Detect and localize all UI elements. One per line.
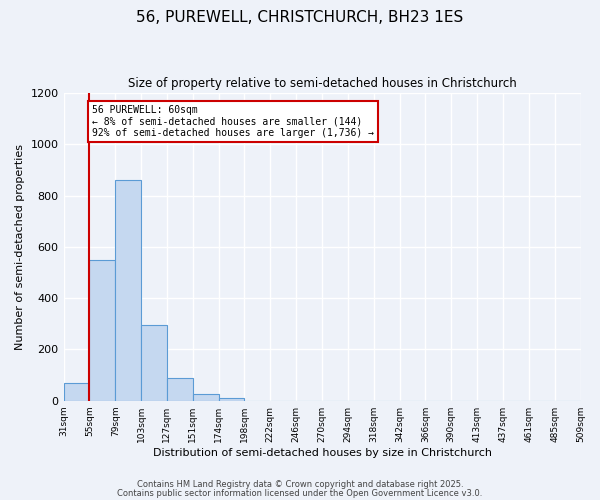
Text: Contains public sector information licensed under the Open Government Licence v3: Contains public sector information licen… [118,488,482,498]
Bar [89,260,115,400]
Bar [167,378,193,400]
Bar [115,180,141,400]
Text: Contains HM Land Registry data © Crown copyright and database right 2025.: Contains HM Land Registry data © Crown c… [137,480,463,489]
Title: Size of property relative to semi-detached houses in Christchurch: Size of property relative to semi-detach… [128,78,517,90]
Bar [193,394,218,400]
Bar [141,325,167,400]
X-axis label: Distribution of semi-detached houses by size in Christchurch: Distribution of semi-detached houses by … [152,448,491,458]
Y-axis label: Number of semi-detached properties: Number of semi-detached properties [15,144,25,350]
Bar [64,383,89,400]
Text: 56, PUREWELL, CHRISTCHURCH, BH23 1ES: 56, PUREWELL, CHRISTCHURCH, BH23 1ES [136,10,464,25]
Text: 56 PUREWELL: 60sqm
← 8% of semi-detached houses are smaller (144)
92% of semi-de: 56 PUREWELL: 60sqm ← 8% of semi-detached… [92,104,374,138]
Bar [218,398,244,400]
